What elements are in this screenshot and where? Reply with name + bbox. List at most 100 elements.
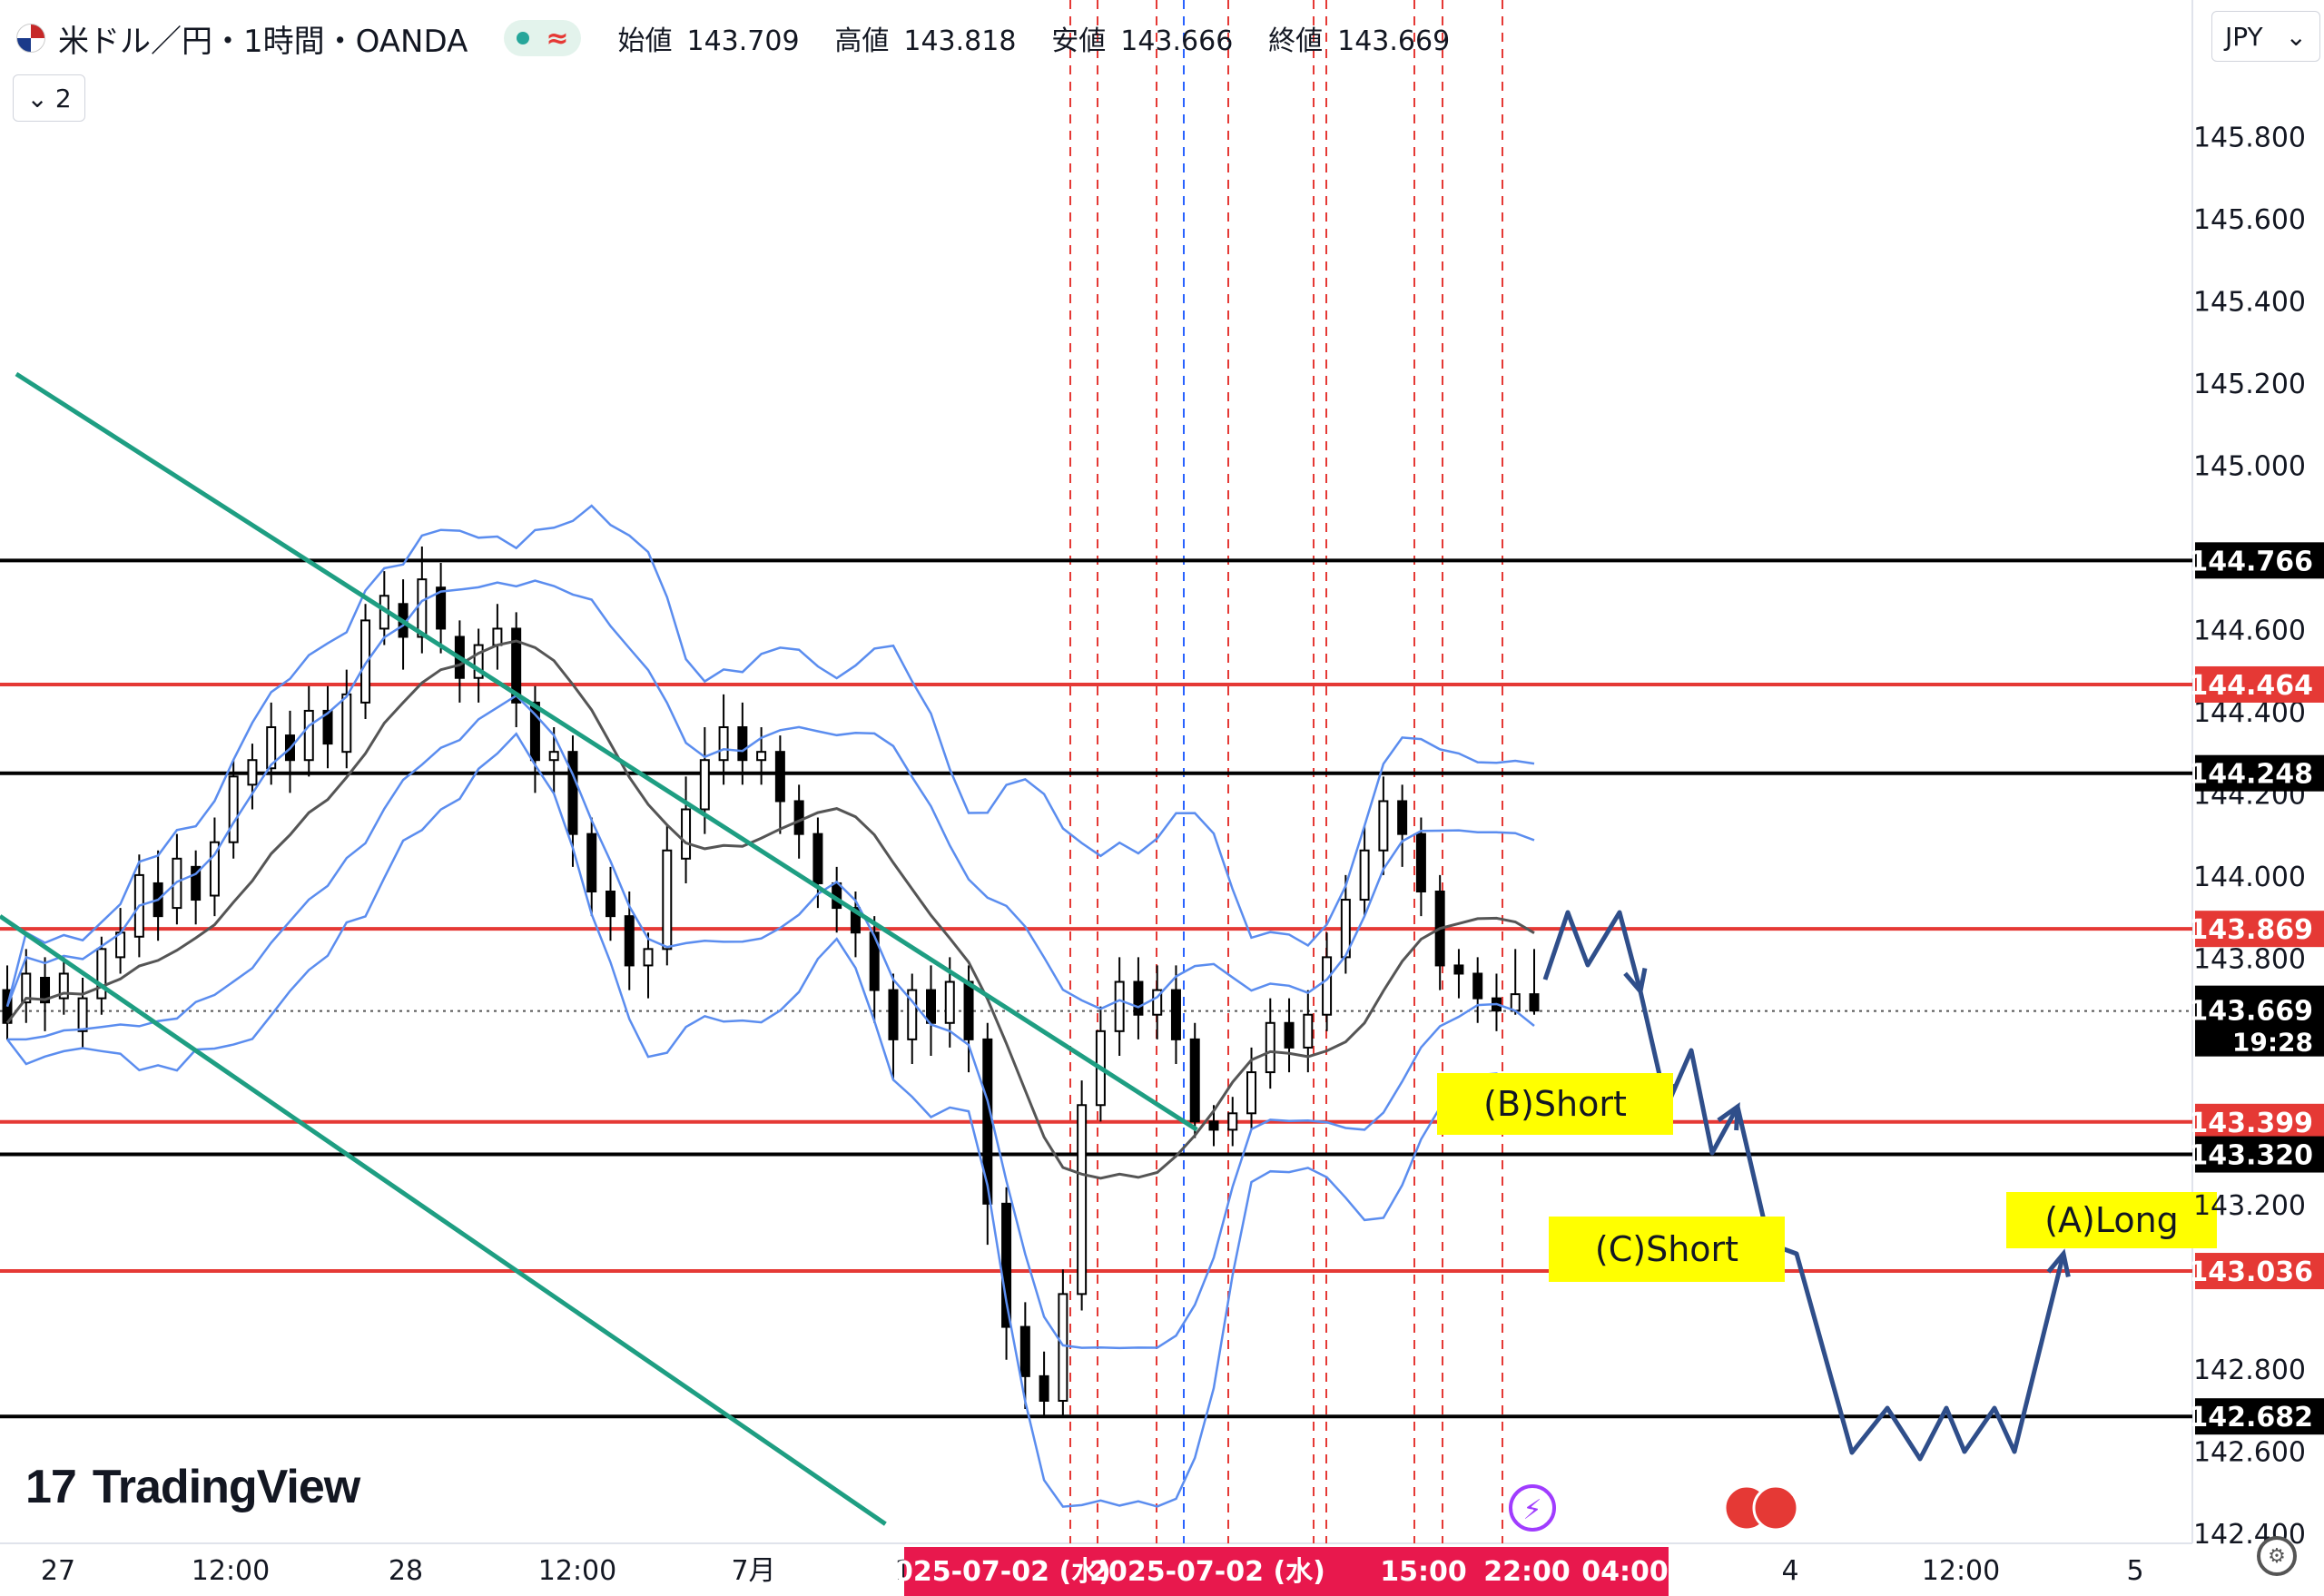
candle-body bbox=[1001, 1202, 1012, 1328]
candle-body bbox=[737, 726, 748, 762]
price-level-tag-label: 144.766 bbox=[2189, 546, 2313, 577]
candle-body bbox=[1077, 1104, 1088, 1296]
projection-arrow-icon bbox=[1717, 1101, 1740, 1131]
price-tick-label: 142.600 bbox=[2193, 1436, 2306, 1468]
price-level-tag bbox=[2195, 911, 2324, 948]
trendline bbox=[0, 914, 887, 1526]
candle-body bbox=[1303, 1013, 1314, 1049]
time-tick-label: 12:00 bbox=[538, 1555, 616, 1587]
candle-body bbox=[40, 977, 51, 1004]
price-level-tag-label: 144.464 bbox=[2189, 670, 2313, 702]
candle-body bbox=[812, 832, 823, 884]
price-tick-label: 145.600 bbox=[2193, 204, 2306, 236]
candle-body bbox=[926, 989, 937, 1024]
chevron-down-icon: ⌄ bbox=[2285, 21, 2307, 52]
low-label: 安値 bbox=[1051, 25, 1107, 57]
candle-body bbox=[322, 709, 333, 745]
settings-gear-icon[interactable]: ⚙ bbox=[2257, 1536, 2297, 1576]
price-tick-label: 143.800 bbox=[2193, 943, 2306, 975]
candle-body bbox=[718, 726, 729, 762]
candle-body bbox=[756, 751, 767, 762]
candle-body bbox=[888, 989, 899, 1040]
candle-body bbox=[605, 890, 615, 918]
candle-body bbox=[662, 849, 673, 951]
time-tick-label: 4 bbox=[1781, 1555, 1798, 1587]
candle-body bbox=[850, 907, 861, 934]
candle-body bbox=[1322, 956, 1333, 1016]
price-tick-label: 145.000 bbox=[2193, 450, 2306, 482]
current-price-tag bbox=[2195, 985, 2324, 1057]
time-tick-label: 27 bbox=[41, 1555, 75, 1587]
price-level-tag-label: 143.399 bbox=[2189, 1108, 2313, 1139]
candle-body bbox=[1397, 800, 1408, 835]
candle-body bbox=[191, 865, 202, 901]
candle-body bbox=[1359, 849, 1370, 901]
candle-body bbox=[869, 931, 880, 991]
price-level-tag bbox=[2195, 1398, 2324, 1435]
annotation-label: (A)Long bbox=[2044, 1200, 2179, 1240]
candle-body bbox=[548, 751, 559, 762]
market-status-pill[interactable]: ≈ bbox=[504, 20, 582, 56]
candle-body bbox=[1058, 1293, 1068, 1403]
price-level-tag bbox=[2195, 665, 2324, 703]
candle-body bbox=[492, 627, 503, 646]
chevron-down-icon: ⌄ bbox=[26, 83, 48, 113]
candle-body bbox=[303, 709, 314, 762]
candle-body bbox=[266, 726, 277, 770]
candle-body bbox=[1529, 993, 1540, 1012]
candle-body bbox=[209, 841, 220, 897]
candle-body bbox=[1472, 972, 1483, 1000]
candle-body bbox=[341, 693, 352, 754]
annotation-label-box bbox=[1437, 1073, 1673, 1135]
candle-body bbox=[963, 980, 974, 1040]
candle-body bbox=[982, 1038, 993, 1205]
trendline bbox=[15, 371, 1198, 1132]
indicator-count: 2 bbox=[54, 83, 72, 113]
open-label: 始値 bbox=[617, 25, 673, 57]
candle-body bbox=[511, 627, 522, 704]
candle-body bbox=[907, 989, 918, 1040]
candle-group bbox=[2, 546, 1540, 1418]
time-range-label: 2025-07-02 (水) bbox=[1089, 1556, 1325, 1588]
bar-countdown: 19:28 bbox=[2232, 1028, 2313, 1058]
logo-text: TradingView bbox=[92, 1461, 360, 1513]
candle-body bbox=[1227, 1112, 1238, 1131]
tradingview-logo-icon: 17 bbox=[25, 1461, 77, 1513]
time-tick-label: 12:00 bbox=[192, 1555, 270, 1587]
price-axis-panel bbox=[2192, 0, 2324, 1596]
price-level-tag bbox=[2195, 1103, 2324, 1140]
candle-body bbox=[567, 751, 578, 835]
price-level-tag-label: 144.248 bbox=[2189, 759, 2313, 791]
price-level-tag-label: 143.320 bbox=[2189, 1140, 2313, 1172]
symbol-title[interactable]: 米ドル／円・1時間・OANDA bbox=[58, 23, 468, 60]
candle-body bbox=[1378, 800, 1389, 852]
candle-body bbox=[1284, 1021, 1295, 1049]
candle-body bbox=[21, 972, 32, 1004]
price-level-tag bbox=[2195, 1253, 2324, 1290]
price-level-tag-label: 143.869 bbox=[2189, 914, 2313, 946]
currency-select[interactable]: JPY ⌄ bbox=[2211, 11, 2320, 62]
time-tick-label: 12:00 bbox=[1922, 1555, 2000, 1587]
candle-body bbox=[77, 997, 88, 1032]
candle-body bbox=[699, 759, 710, 811]
candle-body bbox=[228, 775, 239, 843]
candle-body bbox=[944, 980, 955, 1024]
price-level-tag-label: 143.036 bbox=[2189, 1256, 2313, 1288]
candle-body bbox=[624, 915, 635, 967]
candle-body bbox=[247, 759, 258, 786]
candle-body bbox=[643, 948, 654, 967]
annotation-label: (B)Short bbox=[1483, 1084, 1627, 1124]
projection-arrow-icon bbox=[2046, 1248, 2071, 1277]
candle-body bbox=[1415, 832, 1426, 892]
price-level-tag bbox=[2195, 542, 2324, 579]
projection-path bbox=[1542, 910, 2066, 1462]
usd-flag-icon bbox=[16, 24, 45, 53]
candle-body bbox=[681, 808, 692, 860]
candle-body bbox=[774, 751, 785, 803]
lightning-icon: ⚡ bbox=[1522, 1494, 1541, 1526]
data-delay-icon: ≈ bbox=[546, 22, 569, 54]
candle-body bbox=[417, 578, 428, 638]
indicator-collapse-button[interactable]: ⌄ 2 bbox=[13, 74, 85, 122]
projection-arrow-icon bbox=[1623, 967, 1648, 997]
